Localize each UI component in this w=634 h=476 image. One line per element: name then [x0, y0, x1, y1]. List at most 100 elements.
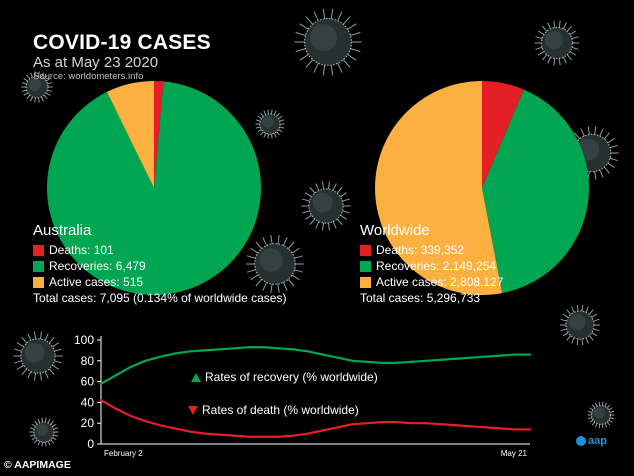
line-point-death [380, 420, 384, 424]
virus-icon [301, 181, 351, 231]
line-point-recovery [129, 365, 132, 369]
line-point-recovery [144, 359, 147, 362]
line-point-recovery [292, 348, 295, 351]
line-point-recovery [440, 358, 443, 361]
line-point-death [395, 420, 399, 424]
line-point-recovery [351, 359, 354, 362]
legend-australia: Australia Deaths: 101 Recoveries: 6,479 … [33, 222, 286, 306]
virus-icon [255, 109, 285, 139]
footer-credit: © AAPIMAGE [4, 459, 71, 471]
line-point-death [218, 433, 221, 436]
line-point-recovery [380, 361, 384, 365]
line-point-death [188, 430, 191, 433]
line-point-death [306, 432, 310, 435]
legend-australia-title: Australia [33, 222, 92, 239]
line-series-recovery [100, 346, 530, 385]
line-point-death [173, 427, 177, 430]
line-point-recovery [203, 349, 206, 352]
virus-icon [21, 71, 53, 103]
line-point-recovery [173, 352, 177, 355]
line-point-recovery [158, 355, 162, 358]
line-point-death [499, 427, 502, 430]
footer-credit-text: AAPIMAGE [14, 459, 71, 471]
line-point-recovery [218, 348, 221, 351]
line-point-recovery [277, 347, 280, 350]
virus-icon [559, 304, 601, 346]
death-series-label: Rates of death (% worldwide) [188, 403, 359, 417]
line-point-death [292, 434, 295, 437]
legend-worldwide-recoveries-label: Recoveries: 2,149,254 [376, 259, 497, 273]
line-point-death [410, 422, 413, 425]
line-point-recovery [232, 347, 236, 350]
line-point-death [232, 434, 236, 437]
x-tick-label: May 21 [501, 449, 528, 458]
triangle-down-icon [188, 405, 198, 415]
line-point-death [144, 419, 147, 423]
pie-slice-recoveries [47, 81, 261, 296]
swatch-deaths [33, 244, 44, 256]
legend-worldwide-active-label: Active cases: 2,808,127 [376, 275, 504, 289]
triangle-up-icon [191, 372, 201, 382]
legend-worldwide-deaths: Deaths: 339,352 [360, 242, 503, 258]
legend-australia-total: Total cases: 7,095 (0.134% of worldwide … [33, 291, 287, 305]
legend-worldwide-total: Total cases: 5,296,733 [360, 291, 481, 305]
y-tick-label: 80 [81, 354, 95, 368]
line-point-recovery [306, 350, 310, 353]
line-point-recovery [321, 353, 325, 356]
line-point-recovery [99, 382, 103, 385]
x-tick-label: February 2 [104, 449, 143, 458]
line-point-death [129, 414, 132, 418]
line-point-death [366, 422, 369, 425]
line-point-recovery [247, 346, 251, 349]
virus-icon [587, 401, 615, 429]
line-point-death [528, 428, 532, 431]
line-point-death [321, 429, 325, 432]
line-point-death [454, 424, 458, 427]
y-tick-label: 40 [81, 395, 95, 409]
line-chart: 0 20 40 60 80 100 February 2 May 21 [74, 333, 532, 458]
y-tick-label: 60 [81, 375, 95, 389]
death-series-label-text: Rates of death (% worldwide) [202, 403, 359, 417]
recovery-series-label-text: Rates of recovery (% worldwide) [205, 370, 378, 384]
line-point-death [469, 425, 473, 428]
line-point-death [247, 435, 251, 438]
swatch-active [360, 276, 371, 288]
line-point-recovery [425, 359, 428, 362]
legend-worldwide-title: Worldwide [360, 222, 430, 239]
copyright-icon: © [4, 459, 15, 471]
line-point-recovery [188, 350, 191, 353]
line-point-death [158, 424, 162, 427]
virus-icon [29, 417, 59, 447]
legend-australia-active: Active cases: 515 [33, 274, 286, 290]
legend-australia-recoveries-label: Recoveries: 6,479 [49, 259, 146, 273]
line-point-recovery [469, 356, 473, 359]
chart-title: COVID-19 CASES [33, 31, 211, 54]
line-point-recovery [262, 346, 265, 349]
pie-slice-recoveries [482, 89, 589, 294]
line-point-death [114, 407, 117, 410]
y-tick-label: 0 [87, 437, 94, 451]
virus-icon [534, 20, 580, 66]
swatch-recoveries [360, 260, 371, 272]
line-point-recovery [395, 361, 399, 365]
swatch-recoveries [33, 260, 44, 272]
pie-worldwide [375, 81, 589, 295]
pie-slice-active-cases [375, 81, 503, 295]
line-point-recovery [410, 360, 413, 364]
legend-australia-deaths: Deaths: 101 [33, 242, 286, 258]
line-point-death [262, 435, 265, 438]
line-point-death [514, 428, 517, 431]
line-point-death [425, 422, 428, 425]
aap-logo-icon [576, 436, 586, 446]
y-tick-label: 100 [74, 333, 94, 347]
line-point-death [203, 432, 206, 435]
line-point-recovery [528, 353, 532, 356]
line-series-death [100, 399, 530, 438]
line-point-death [336, 426, 339, 429]
legend-worldwide-recoveries: Recoveries: 2,149,254 [360, 258, 503, 274]
line-point-recovery [484, 355, 487, 358]
line-point-death [277, 435, 280, 438]
legend-worldwide-active: Active cases: 2,808,127 [360, 274, 503, 290]
legend-worldwide-deaths-label: Deaths: 339,352 [376, 243, 465, 257]
swatch-active [33, 276, 44, 288]
